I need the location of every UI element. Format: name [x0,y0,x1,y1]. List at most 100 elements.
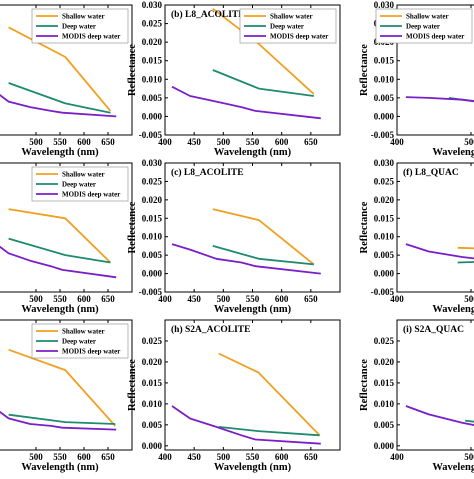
panel-c_mid: 400 450 500 550 600 650 -0.005 0.000 0.005 0.010 0… [127,158,341,315]
x-tick-label: 600 [77,294,91,304]
x-tick-label: 400 [390,137,404,147]
x-tick-label: 550 [246,294,260,304]
x-axis-title: Wavelength (nm) [214,304,292,315]
panel-d: 400500550600650Wavelength (nm)Shallow wa… [0,162,133,315]
y-tick-label: 0.010 [142,399,163,409]
series-line-modis [405,96,474,102]
x-tick-label: 500 [464,452,474,462]
y-tick-label: 0.005 [142,93,163,103]
series-line-deep [8,237,111,264]
x-tick-label: 500 [29,294,43,304]
x-tick-label: 400 [158,294,172,304]
y-tick-label: 0.015 [374,213,395,223]
series-line-shallow [457,246,474,250]
y-tick-label: 0.025 [142,336,163,346]
legend-label-deep: Deep water [270,23,304,31]
y-tick-label: 0.000 [142,269,163,279]
y-tick-label: 0.015 [374,56,395,66]
y-axis-title: Reflectance [127,359,138,411]
panel-title: (c) L8_ACOLITE [171,167,244,178]
x-axis-title: Wavelength (nm) [214,147,292,158]
legend-label-modis: MODIS deep water [62,33,120,41]
panel-title: (i) S2A_QUAC [403,324,464,335]
x-tick-label: 600 [77,452,91,462]
y-tick-label: 0.020 [142,357,163,367]
x-tick-label: 550 [246,452,260,462]
y-tick-label: 0.025 [142,19,163,29]
x-tick-label: 400 [390,452,404,462]
legend-label-modis: MODIS deep water [270,33,328,41]
series-group [0,208,117,279]
y-tick-label: -0.005 [139,287,163,297]
panel-title: (b) L8_ACOLITE [171,9,245,20]
series-line-modis [405,405,474,426]
panel-i: 400 500 0.000 0.005 0.010 0.015 0.020 0.025 Wave… [359,319,474,473]
legend: Shallow water Deep water MODIS deep water [31,8,129,44]
series-line-modis [0,93,117,118]
y-tick-label: 0.015 [142,56,163,66]
panel-title: (h) S2A_ACOLITE [171,324,250,335]
x-tick-label: 600 [77,137,91,147]
legend-label-shallow: Shallow water [62,13,105,21]
y-tick-label: 0.015 [142,213,163,223]
legend: Shallow water Deep water MODIS deep water [31,323,129,359]
x-tick-label: 500 [217,137,231,147]
y-tick-label: 0.000 [374,111,395,121]
x-tick-label: 500 [217,294,231,304]
y-tick-label: 0.010 [374,399,395,409]
y-tick-label: 0.015 [374,378,395,388]
series-line-deep [218,426,320,437]
x-tick-label: 400 [158,452,172,462]
series-line-modis [171,405,321,445]
y-tick-label: 0.010 [142,74,163,84]
x-tick-label: 650 [101,294,115,304]
series-line-deep [8,82,111,114]
y-tick-label: -0.005 [371,130,395,140]
series-group [0,348,117,431]
legend-label-shallow: Shallow water [62,171,105,179]
y-tick-label: 0.000 [374,269,395,279]
series-line-deep [212,69,314,97]
legend-label-modis: MODIS deep water [406,33,464,41]
series-group [171,352,321,445]
x-axis-title: Wavelength (nm) [214,462,292,473]
series-line-modis [0,410,117,431]
y-tick-label: 0.005 [374,250,395,260]
y-tick-label: 0.030 [142,158,163,168]
series-line-modis [171,85,321,120]
y-tick-label: 0.025 [142,176,163,186]
x-tick-label: 650 [304,294,318,304]
x-tick-label: 500 [29,452,43,462]
series-line-shallow [212,208,315,266]
x-tick-label: 450 [187,137,201,147]
y-tick-label: 0.015 [142,378,163,388]
legend-label-deep: Deep water [62,181,96,189]
x-tick-label: 550 [246,137,260,147]
y-tick-label: 0.000 [374,441,395,451]
x-tick-label: 500 [217,452,231,462]
series-group [405,96,474,103]
panel-b: 400 450 500 550 600 650 -0.005 0.000 0.005 0.010 0… [127,0,341,158]
x-tick-label: 600 [275,294,289,304]
y-axis-title: Reflectance [359,201,370,253]
x-tick-label: 400 [158,137,172,147]
x-axis-title: Wavelength (nm) [21,147,99,158]
panel-g: 400500550600650Wavelength (nm)Shallow wa… [0,319,133,473]
y-tick-label: 0.010 [142,232,163,242]
series-line-shallow [8,348,116,427]
y-tick-label: 0.000 [142,441,163,451]
legend-label-deep: Deep water [406,23,440,31]
y-tick-label: -0.005 [139,130,163,140]
legend: Shallow water Deep water MODIS deep water [375,8,473,44]
x-tick-label: 550 [53,137,67,147]
x-tick-label: 600 [275,452,289,462]
y-tick-label: -0.005 [371,287,395,297]
x-tick-label: 650 [304,452,318,462]
series-line-modis [405,243,474,260]
panel-c_top: 400500-0.0050.0000.0050.0100.0150.0200.0… [359,0,474,158]
plot-frame [396,319,474,451]
legend-label-modis: MODIS deep water [62,348,120,356]
legend-label-shallow: Shallow water [406,13,449,21]
